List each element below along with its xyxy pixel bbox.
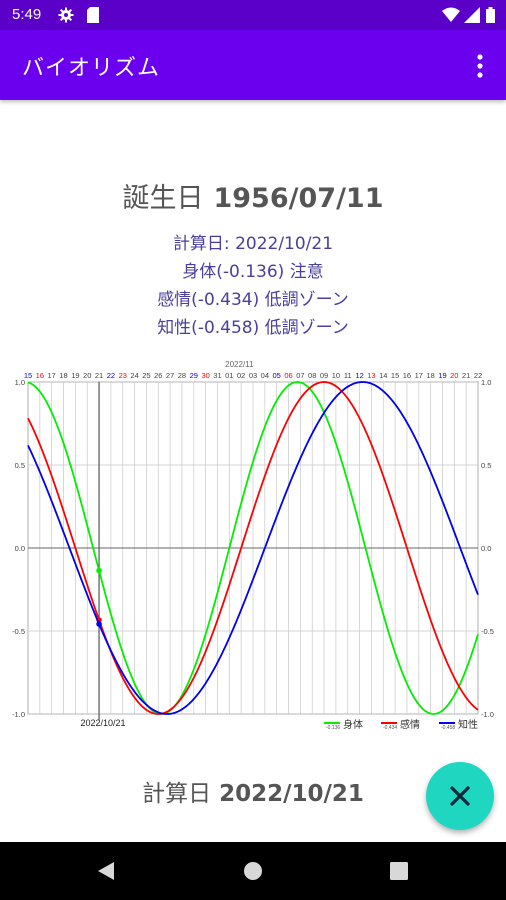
x-tick-label: 23 [119, 371, 127, 380]
overflow-menu-icon[interactable] [468, 52, 492, 80]
physical-series-line [27, 381, 479, 715]
x-tick-label: 17 [48, 371, 56, 380]
x-tick-label: 21 [95, 371, 103, 380]
intellectual-today-point [96, 621, 102, 627]
x-tick-label: 25 [142, 371, 150, 380]
x-tick-label: 04 [261, 371, 269, 380]
y-tick-label: -1.0 [12, 710, 25, 719]
y-tick-label-right: 1.0 [481, 378, 491, 387]
calc-date-footer: 計算日 2022/10/21 [0, 774, 506, 808]
x-tick-label: 30 [201, 371, 209, 380]
x-tick-label: 24 [130, 371, 138, 380]
y-tick-label: 0.0 [15, 544, 25, 553]
x-tick-label: 12 [355, 371, 363, 380]
x-tick-label: 11 [344, 371, 352, 380]
battery-icon [486, 7, 495, 23]
x-tick-label: 05 [273, 371, 281, 380]
x-tick-label: 29 [190, 371, 198, 380]
month-label: 2022/11 [225, 360, 254, 369]
recents-icon[interactable] [390, 862, 408, 880]
x-tick-label: 22 [107, 371, 115, 380]
y-tick-label: 0.5 [15, 461, 25, 470]
status-time: 5:49 [12, 6, 42, 23]
x-tick-label: 20 [450, 371, 458, 380]
calc-date-line: 計算日: 2022/10/21 [172, 234, 334, 254]
y-tick-label-right: 0.0 [481, 544, 491, 553]
x-tick-label: 02 [237, 371, 245, 380]
legend-value: -0.434 [383, 725, 397, 731]
legend-name: 知性 [458, 718, 478, 731]
navigation-bar [0, 842, 506, 900]
intellectual-series-line [27, 381, 479, 715]
x-tick-label: 15 [391, 371, 399, 380]
birth-date-value: 1956/07/11 [213, 183, 384, 214]
app-bar: バイオリズム [0, 30, 506, 100]
x-tick-label: 20 [83, 371, 91, 380]
x-tick-label: 08 [308, 371, 316, 380]
x-tick-label: 13 [367, 371, 375, 380]
legend-name: 感情 [400, 718, 420, 731]
x-tick-label: 09 [320, 371, 328, 380]
y-tick-label-right: 0.5 [481, 461, 491, 470]
x-tick-label: 18 [59, 371, 67, 380]
x-tick-label: 07 [296, 371, 304, 380]
x-tick-label: 27 [166, 371, 174, 380]
x-tick-label: 14 [379, 371, 387, 380]
close-icon [450, 786, 470, 806]
y-tick-label: -0.5 [12, 627, 25, 636]
x-tick-label: 31 [213, 371, 221, 380]
x-tick-label: 06 [284, 371, 292, 380]
x-tick-label: 19 [71, 371, 79, 380]
x-tick-label: 03 [249, 371, 257, 380]
app-title: バイオリズム [22, 56, 161, 81]
today-marker-label: 2022/10/21 [81, 718, 126, 728]
y-tick-label-right: -1.0 [481, 710, 494, 719]
wifi-icon [442, 7, 460, 22]
x-tick-label: 17 [415, 371, 423, 380]
legend-name: 身体 [343, 718, 363, 731]
birth-date-label: 誕生日 [122, 183, 204, 214]
biorhythm-chart[interactable]: 15 16 17 18 19 20 21 22 23 24 25 26 27 28 29 30 31 01 02 03… [0, 356, 506, 736]
birth-date-heading: 誕生日 1956/07/11 [0, 176, 506, 215]
calc-date-footer-label: 計算日 [142, 781, 212, 807]
x-tick-label: 22 [474, 371, 482, 380]
x-tick-label: 16 [403, 371, 411, 380]
x-tick-label: 01 [225, 371, 233, 380]
back-icon[interactable] [96, 861, 116, 881]
gear-icon [58, 7, 74, 23]
signal-icon [464, 7, 480, 23]
x-tick-label: 18 [426, 371, 434, 380]
y-tick-label-right: -0.5 [481, 627, 494, 636]
calc-date-footer-value: 2022/10/21 [219, 781, 364, 807]
x-tick-label: 26 [154, 371, 162, 380]
intellectual-status-line: 知性(-0.458) 低調ゾーン [157, 318, 349, 338]
legend-value: -0.136 [326, 725, 340, 731]
emotional-status-line: 感情(-0.434) 低調ゾーン [157, 290, 349, 310]
physical-status-line: 身体(-0.136) 注意 [182, 262, 324, 282]
status-bar: 5:49 [0, 0, 506, 30]
home-icon[interactable] [243, 861, 263, 881]
y-tick-label: 1.0 [15, 378, 25, 387]
x-tick-label: 16 [36, 371, 44, 380]
physical-today-point [96, 567, 102, 574]
x-tick-label: 19 [438, 371, 446, 380]
x-tick-label: 10 [332, 371, 340, 380]
sd-card-icon [87, 7, 99, 23]
close-fab-button[interactable] [426, 762, 494, 830]
legend-value: -0.458 [441, 725, 455, 731]
x-tick-label: 28 [178, 371, 186, 380]
x-tick-label: 21 [462, 371, 470, 380]
x-tick-label: 15 [24, 371, 32, 380]
